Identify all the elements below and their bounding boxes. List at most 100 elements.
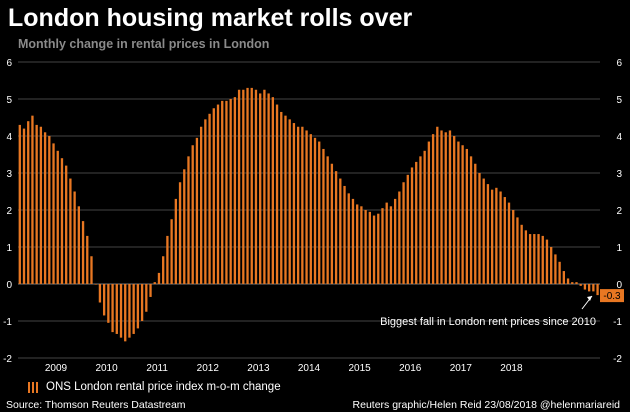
bar (216, 104, 220, 284)
bar (524, 230, 528, 284)
bar (178, 182, 182, 284)
bar (465, 148, 468, 284)
legend-swatch (28, 381, 40, 393)
footer: Source: Thomson Reuters Datastream Reute… (0, 398, 630, 412)
y-tick-label-right: 3 (616, 169, 622, 180)
bar (326, 156, 329, 284)
bar (77, 206, 80, 284)
bar (550, 247, 553, 284)
bar (69, 178, 72, 284)
bar (444, 132, 447, 284)
bar (86, 235, 89, 284)
bar (364, 210, 367, 284)
y-tick-label-right: 6 (616, 58, 622, 69)
bar (558, 261, 561, 284)
y-tick-label-left: 3 (6, 169, 12, 180)
chart-title: London housing market rolls over (8, 4, 413, 32)
bar (436, 126, 439, 284)
bar (389, 206, 393, 284)
bar (520, 224, 523, 284)
bar (73, 191, 76, 284)
bar (48, 136, 51, 284)
bar (43, 132, 47, 284)
bar (305, 130, 308, 284)
bar (52, 143, 55, 284)
bar (102, 284, 106, 316)
bar (39, 126, 43, 284)
bar (65, 165, 68, 284)
bar (351, 198, 355, 284)
x-tick-label: 2016 (399, 363, 422, 374)
bar (587, 284, 591, 292)
bar (187, 156, 190, 284)
bar (119, 284, 123, 338)
y-tick-label-left: -1 (3, 317, 12, 328)
bar (183, 169, 186, 284)
bar (457, 141, 460, 284)
bar (427, 141, 431, 284)
y-tick-label-left: 1 (6, 243, 12, 254)
bar (35, 124, 38, 285)
bar (490, 189, 494, 284)
bar (453, 136, 456, 284)
bar (174, 198, 177, 284)
bar (98, 284, 102, 303)
bar (507, 202, 511, 284)
bar (322, 148, 325, 284)
bar (495, 187, 498, 284)
bar (111, 284, 114, 333)
bar (528, 234, 532, 284)
bar (250, 87, 253, 285)
bar (263, 89, 266, 284)
bar (410, 167, 414, 284)
bar (571, 282, 574, 284)
bar (128, 284, 131, 338)
bar (537, 234, 540, 284)
credit-text: Reuters graphic/Helen Reid 23/08/2018 @h… (352, 399, 620, 411)
x-tick-label: 2010 (95, 363, 118, 374)
bar (360, 206, 363, 284)
y-tick-label-right: 4 (616, 132, 622, 143)
bar (398, 191, 401, 284)
bar (280, 111, 283, 284)
bar (18, 124, 21, 285)
y-tick-label-left: 6 (6, 58, 12, 69)
bar (431, 134, 435, 284)
bar (318, 141, 321, 284)
bar (385, 202, 388, 284)
bar (402, 182, 405, 284)
y-tick-label-right: 5 (616, 95, 622, 106)
bar (221, 100, 224, 284)
y-tick-label-left: -2 (3, 354, 12, 365)
bar (195, 137, 199, 284)
bar (592, 284, 595, 292)
bar (562, 271, 565, 284)
bar (448, 130, 452, 284)
bar (343, 185, 346, 284)
y-tick-label-right: 2 (616, 206, 622, 217)
bar (596, 284, 599, 296)
bar (372, 215, 376, 284)
bar (419, 156, 422, 284)
last-value-label: -0.3 (603, 291, 621, 302)
bar (347, 193, 350, 284)
bar (81, 221, 85, 284)
last-value-box (600, 289, 624, 303)
bar (516, 217, 519, 284)
bar (107, 284, 110, 323)
bar (313, 137, 317, 284)
bar (254, 89, 258, 284)
bar (330, 163, 334, 284)
bar (237, 89, 241, 284)
bar (461, 145, 464, 284)
bar (191, 145, 194, 284)
bar (149, 284, 152, 297)
x-tick-label: 2013 (247, 363, 270, 374)
bar (296, 126, 300, 284)
bar (233, 97, 237, 285)
bar (469, 156, 473, 284)
bar (275, 104, 279, 284)
bar (162, 256, 165, 284)
bar (60, 158, 64, 284)
bar (199, 126, 203, 284)
